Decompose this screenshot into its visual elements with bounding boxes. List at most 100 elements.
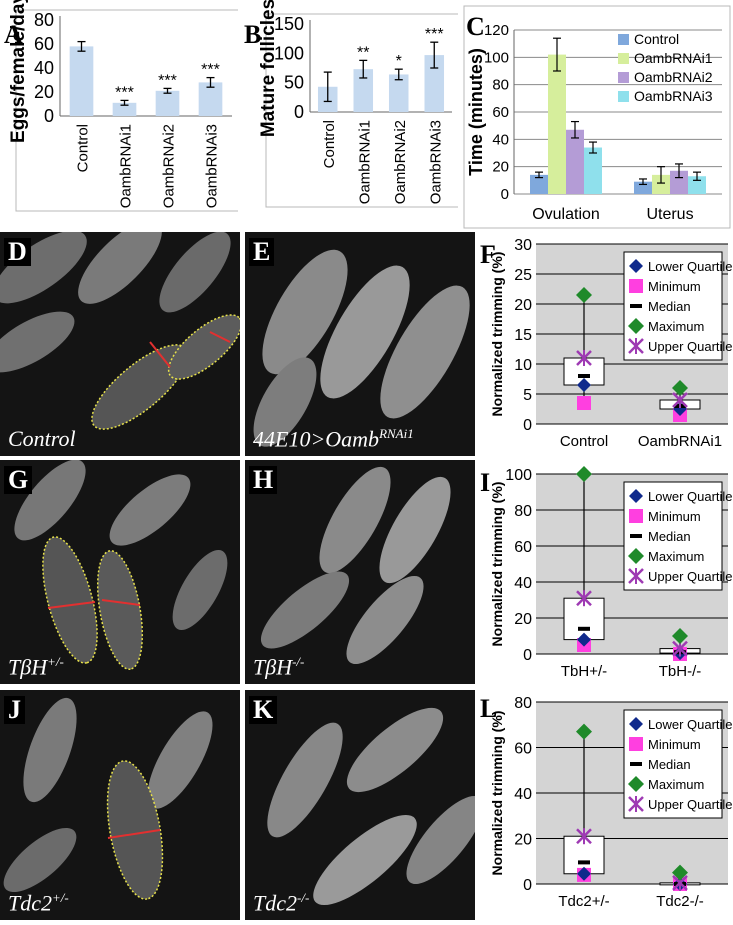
y-axis-title: Normalized trimming (%)	[489, 252, 505, 417]
chart-f: 0 5 10 15 20 25 30 Normalized trimming (%) Contr…	[489, 237, 733, 450]
y-tick-label: 25	[514, 267, 532, 284]
caption-k-sup: -/-	[297, 889, 310, 905]
y-tick-label: 120	[484, 22, 509, 39]
y-tick-label: 100	[484, 49, 509, 66]
y-tick-label: 0	[523, 417, 532, 434]
significance-label: **	[357, 44, 369, 61]
bar	[634, 181, 652, 194]
y-tick-label: 0	[523, 877, 532, 894]
y-axis-title: Eggs/female/day	[8, 0, 29, 143]
caption-h-sup: -/-	[292, 653, 305, 669]
category-label: OambRNAi1	[118, 124, 135, 208]
y-tick-label: 20	[514, 611, 532, 628]
micrograph-h: H TβH-/-	[245, 460, 475, 684]
minimum-marker	[629, 509, 643, 523]
panel-frame	[463, 5, 731, 229]
legend-label: Median	[648, 529, 691, 544]
maximum-marker	[628, 318, 644, 334]
category-label: TbH+/-	[561, 663, 607, 680]
bar	[548, 54, 566, 194]
category-label: OambRNAi1	[638, 433, 722, 450]
legend-label: Minimum	[648, 509, 701, 524]
significance-label: ***	[115, 84, 134, 101]
maximum-marker	[628, 548, 644, 564]
y-tick-label: 60	[514, 539, 532, 556]
y-tick-label: 60	[492, 104, 509, 121]
panel-a: A 0 20 40 60 80 Control *** OambRNAi1 *** OambRNA…	[0, 0, 241, 232]
y-tick-label: 0	[294, 102, 304, 122]
bar	[530, 174, 548, 194]
category-label: Control	[75, 124, 92, 172]
maximum-marker	[576, 466, 592, 482]
micrograph-g: G TβH+/-	[0, 460, 240, 684]
category-label: OambRNAi3	[204, 124, 221, 208]
maximum-marker	[576, 287, 592, 303]
y-tick-label: 80	[34, 10, 54, 30]
chart-l: 0 20 40 60 80 Normalized trimming (%) Tdc2+/- T…	[489, 695, 733, 910]
panel-letter-b: B	[244, 20, 262, 49]
panel-i: I 0 20 40 60 80 100 Normalized trimming (%) TbH…	[478, 460, 733, 688]
legend-swatch	[618, 34, 629, 45]
legend-label: Maximum	[648, 319, 704, 334]
caption-e: 44E10>OambRNAi1	[253, 426, 414, 452]
category-label: Control	[321, 120, 338, 168]
y-axis-title: Time (minutes)	[466, 48, 486, 176]
panel-l: L 0 20 40 60 80 Normalized trimming (%) Tdc2+/…	[478, 690, 733, 920]
category-label: OambRNAi2	[392, 120, 409, 204]
micrograph-j: J Tdc2+/-	[0, 690, 240, 920]
minimum-marker	[577, 396, 591, 410]
caption-g-main: TβH	[8, 654, 48, 679]
y-tick-label: 30	[514, 237, 532, 254]
category-label: Tdc2-/-	[656, 893, 704, 910]
panel-letter-d: D	[4, 238, 31, 266]
y-tick-label: 20	[492, 159, 509, 176]
panel-letter-i: I	[480, 468, 491, 497]
bar	[155, 90, 180, 116]
y-tick-label: 5	[523, 387, 532, 404]
caption-k-main: Tdc2	[253, 890, 297, 915]
y-axis-title: Normalized trimming (%)	[489, 711, 505, 876]
y-tick-label: 60	[34, 34, 54, 54]
legend-label: Lower Quartile	[648, 489, 733, 504]
legend-label: OambRNAi2	[634, 69, 713, 85]
chart-a: 0 20 40 60 80 Control *** OambRNAi1 *** OambRNAi2…	[8, 0, 241, 212]
lower-quartile-marker	[629, 259, 643, 273]
significance-label: ***	[158, 72, 177, 89]
caption-g-sup: +/-	[47, 653, 64, 669]
legend-swatch	[618, 72, 629, 83]
median-marker	[630, 304, 642, 308]
y-tick-label: 0	[501, 186, 509, 203]
lower-quartile-marker	[577, 378, 591, 392]
legend-label: Upper Quartile	[648, 569, 733, 584]
legend-label: Lower Quartile	[648, 259, 733, 274]
panel-letter-e: E	[249, 238, 275, 266]
category-label: Control	[560, 433, 608, 450]
legend-label: Median	[648, 299, 691, 314]
y-tick-label: 80	[514, 503, 532, 520]
maximum-marker	[672, 864, 688, 881]
bar	[69, 46, 94, 116]
y-tick-label: 60	[514, 741, 532, 758]
maximum-marker	[672, 628, 688, 644]
follicle-drawing-e	[253, 249, 470, 447]
y-tick-label: 40	[514, 575, 532, 592]
y-tick-label: 150	[274, 14, 304, 34]
y-tick-label: 100	[274, 43, 304, 63]
y-tick-label: 50	[284, 73, 304, 93]
category-label: Tdc2+/-	[558, 893, 609, 910]
caption-e-main: 44E10>Oamb	[253, 426, 380, 451]
significance-label: ***	[201, 62, 220, 79]
follicle-drawing-d	[0, 232, 240, 430]
y-tick-label: 40	[492, 131, 509, 148]
follicle-drawing-h	[260, 466, 451, 665]
panel-letter-g: G	[4, 466, 33, 494]
legend-label: OambRNAi1	[634, 50, 713, 66]
bar	[388, 74, 409, 112]
bar	[670, 170, 688, 194]
bar	[424, 55, 445, 112]
caption-j: Tdc2+/-	[8, 890, 69, 916]
legend-label: Upper Quartile	[648, 339, 733, 354]
category-label: Uterus	[646, 206, 693, 223]
panel-c: C 0 20 40 60 80 100 120 Ovulation Uterus Time (mi…	[460, 0, 733, 232]
